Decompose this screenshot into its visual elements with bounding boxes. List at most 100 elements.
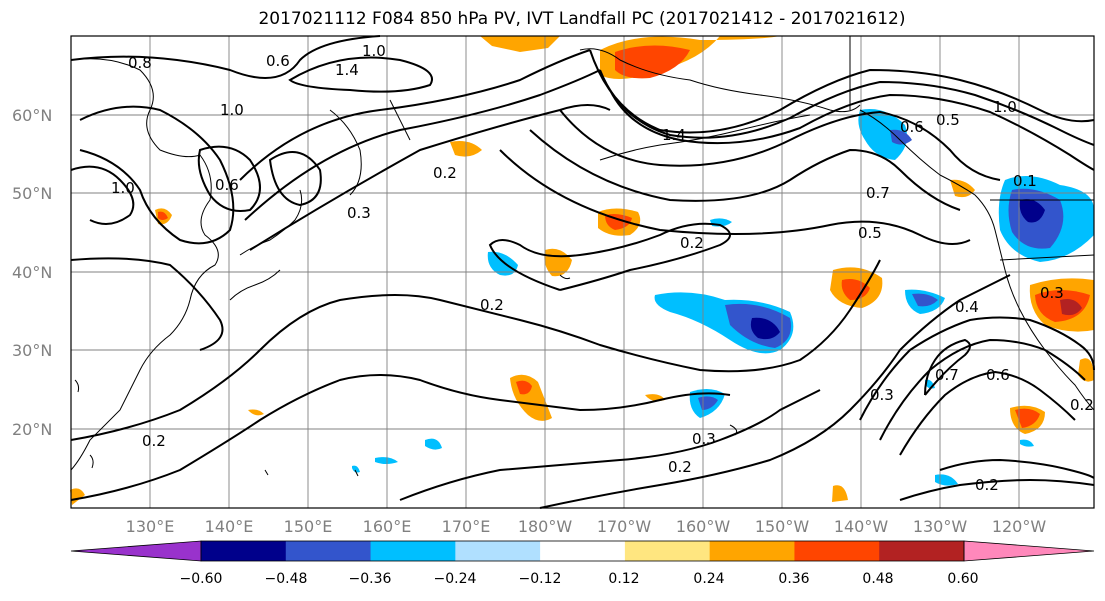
na-coast — [859, 109, 1095, 411]
contour-label: 0.2 — [433, 164, 457, 182]
contour-label: 0.5 — [858, 224, 882, 242]
colorbar-tick-label: 0.24 — [693, 571, 724, 587]
colorbar-frame — [200, 540, 965, 562]
lat-label: 30°N — [12, 341, 52, 360]
lat-label: 50°N — [12, 184, 52, 203]
contour-label: 0.6 — [986, 366, 1010, 384]
colorbar-tick-label: 0.60 — [947, 571, 978, 587]
colorbar-segment — [879, 541, 965, 561]
colorbar-segment — [370, 541, 456, 561]
colorbar-segment — [540, 541, 626, 561]
negative-patch — [858, 109, 908, 160]
negative-patch — [1019, 199, 1045, 223]
lat-label: 20°N — [12, 420, 52, 439]
border — [999, 254, 1095, 261]
positive-patch — [516, 380, 532, 395]
colorbar-tick-label: −0.48 — [265, 571, 308, 587]
islands — [74, 274, 738, 477]
contour-label: 0.4 — [955, 298, 979, 316]
contour-line — [488, 222, 731, 291]
contour-line — [249, 104, 611, 251]
negative-patch — [352, 465, 360, 473]
contour-line — [70, 257, 224, 351]
latitude-labels: 60°N 50°N 40°N 30°N 20°N — [12, 106, 52, 439]
contour-label: 0.3 — [1040, 284, 1064, 302]
colorbar-tick-label: −0.12 — [519, 571, 562, 587]
contour-label: 0.7 — [866, 184, 890, 202]
contour-line — [939, 458, 1095, 479]
contour-labels: 0.8 1.0 1.4 0.6 1.0 0.6 1.0 0.2 0.3 0.2 … — [111, 42, 1094, 494]
lon-label: 140°W — [834, 517, 889, 536]
positive-patch — [70, 488, 85, 505]
contour-line — [79, 105, 235, 245]
colorbar-segment — [794, 541, 880, 561]
lat-label: 60°N — [12, 106, 52, 125]
negative-patch — [890, 129, 912, 145]
contour-label: 1.0 — [111, 179, 135, 197]
contour-line — [70, 35, 381, 79]
contour-line — [268, 151, 322, 207]
alaska-coast — [579, 48, 861, 113]
contour-label: 0.6 — [900, 118, 924, 136]
contour-line — [70, 165, 135, 225]
negative-patch — [935, 474, 958, 486]
contour-line — [399, 389, 821, 501]
contour-label: 0.3 — [870, 386, 894, 404]
lon-label: 150°W — [755, 517, 810, 536]
contour-line — [70, 259, 881, 441]
lon-label: 130°W — [913, 517, 968, 536]
contour-line — [244, 69, 601, 221]
colorbar-segment — [624, 541, 711, 561]
contour-line — [859, 316, 1095, 421]
colorbar: −0.60 −0.48 −0.36 −0.24 −0.12 0.12 0.24 … — [70, 540, 1095, 587]
contour-line — [239, 49, 591, 181]
map-frame — [70, 35, 1095, 509]
positive-patch — [615, 45, 690, 79]
lon-label: 160°W — [676, 517, 731, 536]
colorbar-tick-label: 0.12 — [608, 571, 639, 587]
contour-label: 0.2 — [1070, 396, 1094, 414]
negative-patch — [1020, 439, 1034, 447]
contour-label: 0.3 — [692, 430, 716, 448]
contour-label: 1.0 — [362, 42, 386, 60]
contour-label: 0.7 — [935, 366, 959, 384]
negative-patch — [425, 438, 442, 450]
negative-patch — [750, 317, 780, 340]
contour-line — [589, 49, 1095, 134]
longitude-labels: 130°E 140°E 150°E 160°E 170°E 180°W 170°… — [126, 517, 1047, 536]
positive-patch — [832, 485, 848, 502]
contour-line — [924, 338, 971, 396]
colorbar-tick-label: 0.36 — [778, 571, 809, 587]
contour-label: 0.8 — [128, 54, 152, 72]
lon-label: 150°E — [284, 517, 333, 536]
lon-label: 180°W — [518, 517, 573, 536]
colorbar-labels: −0.60 −0.48 −0.36 −0.24 −0.12 0.12 0.24 … — [180, 571, 979, 587]
contour-line — [899, 478, 1095, 501]
lon-label: 160°E — [363, 517, 412, 536]
contour-line — [879, 338, 1086, 441]
contour-label: 1.0 — [220, 101, 244, 119]
lon-label: 130°E — [126, 517, 175, 536]
asia-coast — [70, 58, 219, 471]
contour-line — [288, 56, 433, 93]
contour-label: 0.3 — [347, 204, 371, 222]
lat-label: 40°N — [12, 263, 52, 282]
lon-label: 170°W — [597, 517, 652, 536]
colorbar-extend-max — [963, 540, 1095, 562]
colorbar-segments — [70, 540, 1095, 562]
lon-label: 170°E — [442, 517, 491, 536]
negative-patch — [912, 293, 938, 307]
contour-label: 1.4 — [335, 61, 359, 79]
contour-label: 0.5 — [936, 111, 960, 129]
contour-line — [899, 370, 1076, 456]
contour-label: 0.2 — [680, 234, 704, 252]
contour-line — [599, 69, 1095, 146]
positive-patch — [248, 409, 264, 416]
positive-patch — [158, 211, 168, 220]
contour-line — [609, 89, 1095, 171]
map-panel: 0.8 1.0 1.4 0.6 1.0 0.6 1.0 0.2 0.3 0.2 … — [70, 35, 1095, 509]
negative-patch — [487, 251, 518, 276]
colorbar-tick-label: 0.48 — [862, 571, 893, 587]
colorbar-tick-label: −0.60 — [180, 571, 223, 587]
